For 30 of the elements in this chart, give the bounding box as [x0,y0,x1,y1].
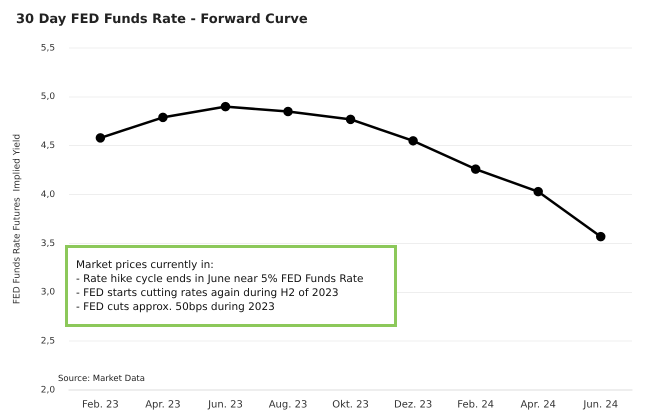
x-tick-label: Jun. 23 [207,400,243,411]
x-tick-label: Feb. 23 [82,400,119,411]
y-tick-label: 5,0 [40,92,56,102]
x-tick-label: Okt. 23 [332,400,369,411]
x-tick-label: Feb. 24 [457,400,494,411]
x-tick-label: Dez. 23 [394,400,432,411]
point [596,232,606,242]
chart-title: 30 Day FED Funds Rate - Forward Curve [16,12,308,27]
point [346,114,356,124]
point [408,136,418,146]
y-tick-label: 2,0 [40,385,56,396]
annotation: Source: Market Data [58,374,145,384]
x-tick-label: Apr. 24 [520,400,556,411]
y-tick-label: 3,5 [40,238,56,249]
text-box: Market prices currently in: - Rate hike cycle ends in June near 5% FED Funds Rate - FED starts cutting rates again during H2 of 2023 - FED cuts approx. 50bps during 2023 [65,245,397,327]
x-tick-label: Jun. 24 [582,400,618,411]
y-tick-label: 5,5 [40,43,56,54]
point [283,106,293,116]
y-tick-label: 2,5 [40,336,56,346]
point [96,133,106,143]
point [158,112,168,122]
y-axis-title: FED Funds Rate Futures Implied Yield [12,134,23,304]
y-tick-label: 3,0 [40,288,56,298]
point [220,102,230,112]
y-tick-label: 4,5 [40,141,56,152]
point [470,164,480,174]
point [533,186,543,196]
x-tick-label: Apr. 23 [145,400,181,411]
y-tick-label: 4,0 [40,190,56,200]
x-tick-label: Aug. 23 [268,400,308,411]
